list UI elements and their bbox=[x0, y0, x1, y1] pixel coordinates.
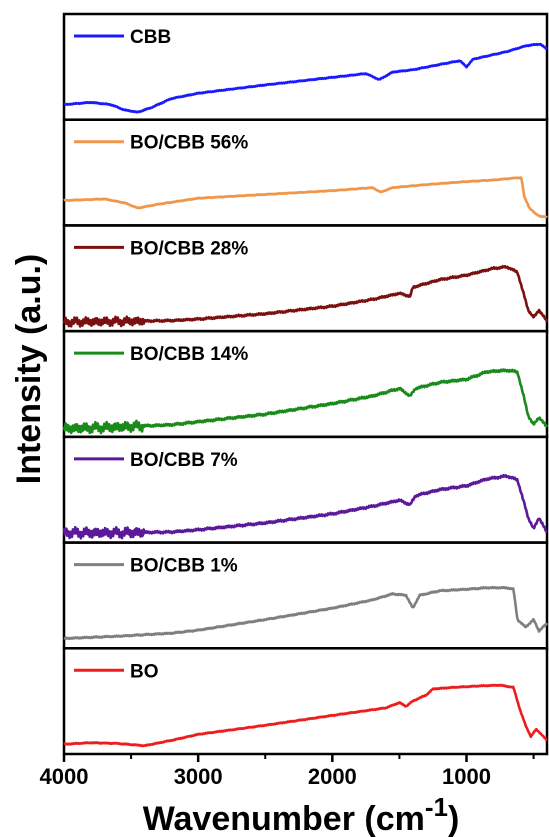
legend-label: BO/CBB 1% bbox=[130, 556, 238, 577]
series-line bbox=[63, 683, 548, 748]
panel-frame bbox=[62, 647, 549, 756]
series-line bbox=[63, 176, 548, 219]
x-tick-label: 2000 bbox=[308, 764, 357, 789]
series-line bbox=[62, 368, 549, 435]
panels-group: CBB BO/CBB 56% BO/CBB 28% BO/CBB 14% BO/CBB … bbox=[62, 12, 549, 756]
y-axis-label: Intensity (a.u.) bbox=[10, 254, 48, 484]
x-axis-label-superscript: -1 bbox=[425, 792, 448, 822]
legend-label: BO/CBB 28% bbox=[130, 238, 248, 259]
x-axis-label-main: Wavenumber (cm bbox=[143, 800, 425, 837]
series-line bbox=[63, 42, 548, 114]
legend-label: BO bbox=[130, 661, 159, 682]
legend-label: CBB bbox=[130, 27, 171, 48]
series-line bbox=[62, 473, 548, 540]
x-tick-label: 3000 bbox=[174, 764, 223, 789]
legend-label: BO/CBB 14% bbox=[130, 344, 248, 365]
x-axis-label-close: ) bbox=[448, 800, 459, 837]
panel-bo: BO bbox=[62, 647, 549, 756]
legend-label: BO/CBB 56% bbox=[130, 133, 248, 154]
x-axis-label: Wavenumber (cm-1) bbox=[143, 792, 460, 837]
panel-bo-cbb-14-: BO/CBB 14% bbox=[62, 329, 549, 439]
panel-bo-cbb-1-: BO/CBB 1% bbox=[62, 541, 549, 650]
series-line bbox=[63, 585, 549, 641]
x-tick-label: 4000 bbox=[40, 764, 89, 789]
x-tick-label: 1000 bbox=[442, 764, 491, 789]
series-line bbox=[62, 264, 549, 328]
panel-bo-cbb-28-: BO/CBB 28% bbox=[62, 224, 549, 333]
panel-cbb: CBB bbox=[62, 12, 549, 121]
legend-label: BO/CBB 7% bbox=[130, 450, 238, 471]
panel-bo-cbb-7-: BO/CBB 7% bbox=[62, 435, 549, 544]
x-axis: 4000 3000 2000 1000 bbox=[40, 754, 535, 789]
panel-bo-cbb-56-: BO/CBB 56% bbox=[62, 118, 549, 227]
